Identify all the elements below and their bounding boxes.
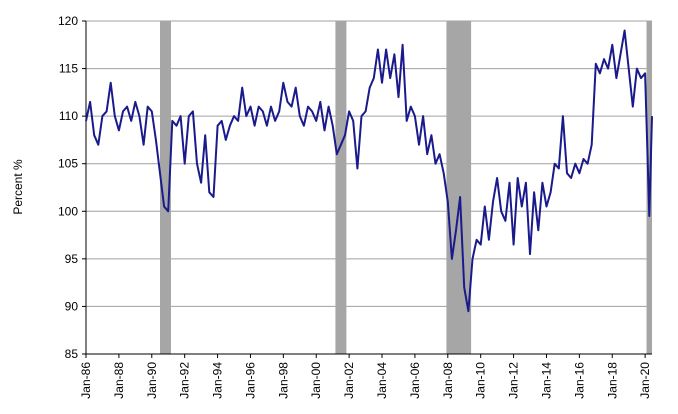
x-tick-label: Jan-16 — [572, 362, 586, 399]
x-tick-label: Jan-88 — [112, 362, 126, 399]
x-tick-label: Jan-00 — [309, 362, 323, 399]
y-axis-label: Percent % — [11, 159, 25, 215]
x-tick-label: Jan-90 — [145, 362, 159, 399]
x-tick-label: Jan-20 — [638, 362, 652, 399]
x-tick-label: Jan-12 — [507, 362, 521, 399]
x-tick-label: Jan-08 — [441, 362, 455, 399]
y-tick-label: 115 — [59, 62, 78, 76]
y-tick-label: 90 — [65, 299, 79, 313]
x-tick-label: Jan-04 — [375, 362, 389, 399]
y-tick-label: 120 — [58, 14, 78, 28]
recession-band — [160, 21, 171, 354]
x-tick-label: Jan-02 — [342, 362, 356, 399]
x-tick-label: Jan-98 — [276, 362, 290, 399]
x-tick-label: Jan-86 — [79, 362, 93, 399]
x-tick-label: Jan-10 — [474, 362, 488, 399]
y-tick-label: 100 — [58, 204, 78, 218]
y-tick-label: 85 — [65, 347, 79, 361]
y-tick-label: 95 — [65, 252, 79, 266]
recession-band — [335, 21, 347, 354]
x-tick-label: Jan-94 — [211, 362, 225, 399]
y-tick-label: 110 — [59, 109, 78, 123]
x-tick-label: Jan-96 — [243, 362, 257, 399]
x-tick-label: Jan-18 — [605, 362, 619, 399]
x-tick-label: Jan-14 — [539, 362, 553, 399]
x-tick-label: Jan-06 — [408, 362, 422, 399]
y-tick-label: 105 — [58, 157, 78, 171]
x-tick-label: Jan-92 — [178, 362, 192, 399]
data-line — [85, 29, 653, 313]
